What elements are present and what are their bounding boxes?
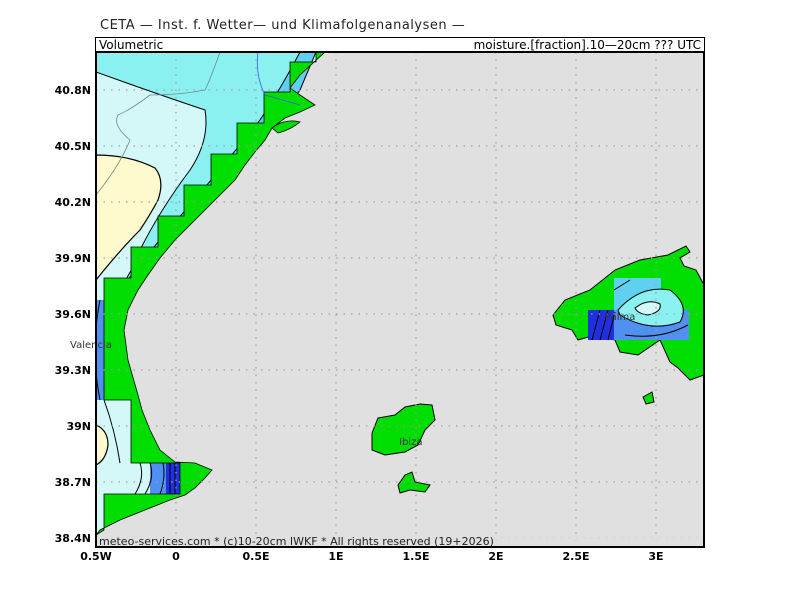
lat-tick: 38.7N	[55, 476, 91, 489]
institute-title: CETA — Inst. f. Wetter— und Klimafolgena…	[100, 18, 466, 33]
cabrera-island	[642, 391, 655, 405]
moisture-peak-palma	[634, 301, 661, 316]
lat-tick: 40.2N	[55, 196, 91, 209]
lon-tick: 0	[172, 550, 180, 563]
dry-region-yellow-south	[96, 424, 109, 466]
lon-tick: 1.5E	[402, 550, 429, 563]
lon-tick: 0.5W	[80, 550, 112, 563]
lat-tick: 39.3N	[55, 364, 91, 377]
lat-tick: 39.9N	[55, 252, 91, 265]
land-cells-green	[96, 52, 326, 536]
lon-tick: 3E	[648, 550, 663, 563]
city-label-valencia: Valencia	[70, 340, 112, 351]
city-label-ibiza: Ibiza	[399, 437, 422, 448]
moisture-band-southwest	[96, 300, 104, 400]
lat-tick: 39N	[66, 420, 91, 433]
lat-tick: 40.5N	[55, 140, 91, 153]
contour-lines-palma	[591, 279, 689, 341]
plot-frame	[95, 51, 705, 548]
city-label-palma: Palma	[605, 312, 635, 323]
lat-tick: 40.8N	[55, 84, 91, 97]
lon-tick-labels: 0.5W 0 0.5E 1E 1.5E 2E 2.5E 3E	[80, 550, 663, 563]
variable-label: Volumetric	[99, 38, 164, 52]
footer-band	[96, 535, 704, 547]
lat-tick: 38.4N	[55, 532, 91, 545]
lat-tick-labels: 40.8N 40.5N 40.2N 39.9N 39.6N 39.3N 39N …	[55, 84, 91, 545]
lon-tick: 2E	[488, 550, 503, 563]
formentera-island	[397, 471, 431, 494]
variable-units-label: moisture.[fraction].10—20cm ??? UTC	[473, 38, 701, 52]
lon-tick: 1E	[328, 550, 343, 563]
lon-tick: 2.5E	[562, 550, 589, 563]
contour-lines	[96, 299, 176, 495]
copyright-text: meteo-services.com * (c)10-20cm IWKF * A…	[99, 535, 494, 548]
peninsula	[271, 120, 301, 134]
borders	[96, 52, 301, 196]
ibiza-island	[371, 403, 436, 456]
lat-lon-grid	[96, 52, 704, 547]
moisture-cell-darkest	[166, 463, 180, 494]
dry-region-yellow	[96, 154, 162, 281]
lat-tick: 39.6N	[55, 308, 91, 321]
lon-tick: 0.5E	[242, 550, 269, 563]
